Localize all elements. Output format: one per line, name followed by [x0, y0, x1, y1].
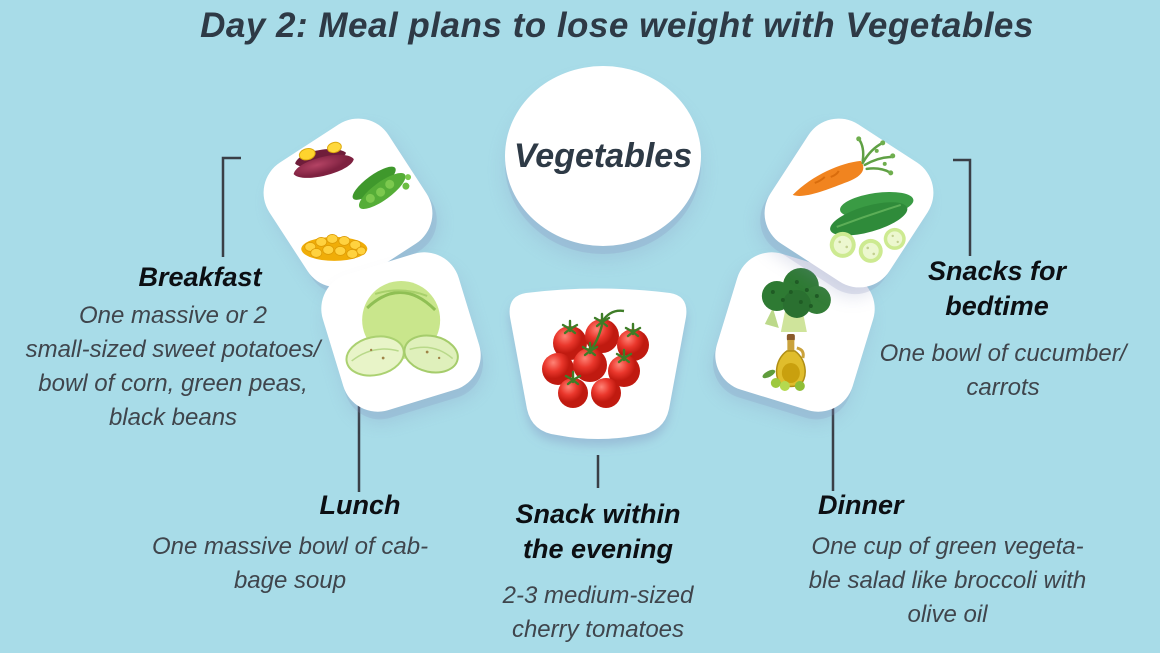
lunch-panel-content: [331, 260, 471, 405]
center-circle-label: Vegetables: [513, 136, 693, 175]
cherry-tomatoes-icon: [542, 309, 649, 408]
evening-snack-label: Snack within the evening: [515, 499, 681, 564]
lunch-panel: [312, 243, 490, 421]
evening-snack-panel: [509, 288, 687, 439]
bedtime-snack-panel-content: [779, 131, 919, 276]
bedtime-snack-panel: [750, 104, 948, 302]
evening-snack-description: 2-3 medium-sized cherry tomatoes: [502, 582, 694, 643]
breakfast-description: One massive or 2 small-sized sweet potat…: [25, 302, 321, 431]
bedtime-snack-label: Snacks for bedtime: [927, 256, 1067, 321]
breakfast-label: Breakfast: [138, 262, 262, 292]
bedtime-snack-description: One bowl of cucumber/ carrots: [879, 340, 1127, 401]
page-title: Day 2: Meal plans to lose weight with Ve…: [200, 6, 1034, 45]
lunch-description: One massive bowl of cab- bage soup: [151, 533, 429, 594]
dinner-panel-content: [725, 260, 865, 405]
carrot-cucumber-icon: [793, 136, 914, 263]
bedtime-snack-connector-line: [953, 158, 972, 256]
breakfast-connector-line: [221, 156, 241, 257]
dinner-description: One cup of green vegeta- ble salad like …: [808, 533, 1087, 628]
breakfast-panel: [249, 104, 447, 302]
center-circle: Vegetables: [505, 66, 701, 246]
broccoli-olive-oil-icon: [762, 267, 831, 391]
breakfast-panel-content: [278, 131, 418, 276]
dinner-label: Dinner: [818, 490, 904, 520]
sweet-potatoes-peas-corn-icon: [293, 141, 411, 261]
dinner-panel: [706, 243, 884, 421]
cabbage-icon: [345, 280, 459, 377]
lunch-label: Lunch: [319, 490, 401, 520]
